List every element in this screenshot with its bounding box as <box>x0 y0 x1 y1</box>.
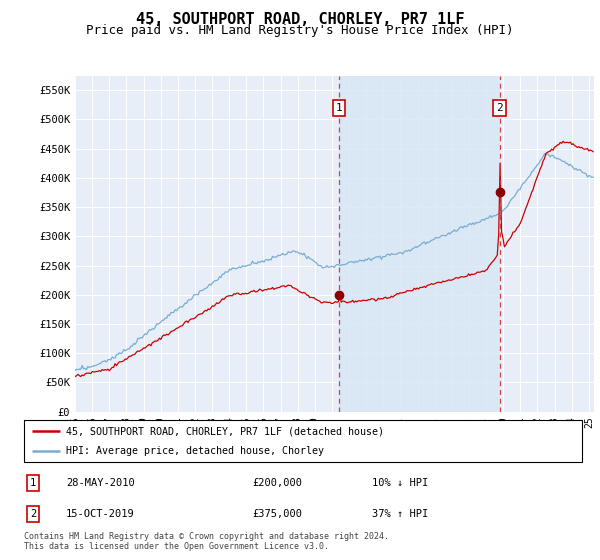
Text: 37% ↑ HPI: 37% ↑ HPI <box>372 509 428 519</box>
Text: 45, SOUTHPORT ROAD, CHORLEY, PR7 1LF (detached house): 45, SOUTHPORT ROAD, CHORLEY, PR7 1LF (de… <box>66 426 384 436</box>
Text: 45, SOUTHPORT ROAD, CHORLEY, PR7 1LF: 45, SOUTHPORT ROAD, CHORLEY, PR7 1LF <box>136 12 464 27</box>
Text: 1: 1 <box>336 102 343 113</box>
Text: HPI: Average price, detached house, Chorley: HPI: Average price, detached house, Chor… <box>66 446 324 456</box>
Bar <box>339 76 500 412</box>
Text: 28-MAY-2010: 28-MAY-2010 <box>66 478 135 488</box>
Text: 2: 2 <box>496 102 503 113</box>
Text: £200,000: £200,000 <box>252 478 302 488</box>
Text: 15-OCT-2019: 15-OCT-2019 <box>66 509 135 519</box>
Text: £375,000: £375,000 <box>252 509 302 519</box>
Text: 2: 2 <box>30 509 36 519</box>
Text: Price paid vs. HM Land Registry's House Price Index (HPI): Price paid vs. HM Land Registry's House … <box>86 24 514 36</box>
Text: Contains HM Land Registry data © Crown copyright and database right 2024.
This d: Contains HM Land Registry data © Crown c… <box>24 532 389 552</box>
Text: 10% ↓ HPI: 10% ↓ HPI <box>372 478 428 488</box>
Text: 1: 1 <box>30 478 36 488</box>
